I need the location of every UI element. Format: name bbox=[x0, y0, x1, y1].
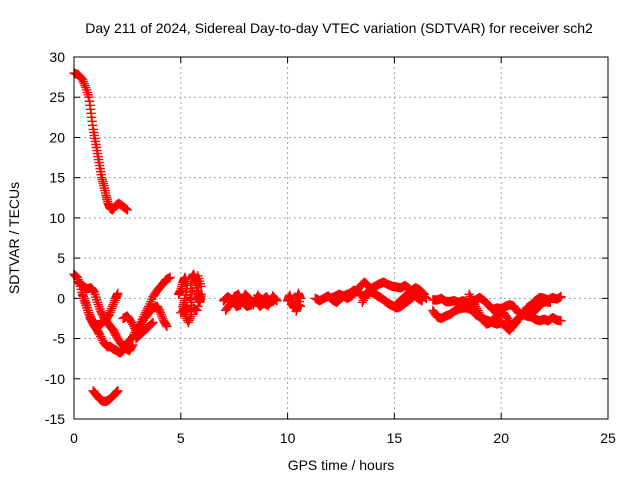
data-point bbox=[420, 292, 431, 303]
y-axis-tick-labels: -15 -10 -5 0 5 10 15 20 25 30 bbox=[45, 49, 65, 427]
y-tick-label: -15 bbox=[45, 411, 65, 427]
data-point bbox=[155, 306, 165, 316]
series-arc-5 bbox=[118, 301, 172, 336]
series-arc-11 bbox=[282, 288, 306, 316]
grid bbox=[74, 57, 608, 419]
x-tick-label: 20 bbox=[493, 430, 509, 446]
data-point bbox=[187, 286, 198, 296]
data-point bbox=[94, 328, 104, 338]
y-tick-label: 20 bbox=[49, 129, 65, 145]
y-tick-label: 0 bbox=[57, 290, 65, 306]
axis-ticks bbox=[73, 56, 609, 420]
data-point bbox=[556, 316, 566, 326]
series-arc-8 bbox=[173, 269, 206, 328]
y-tick-label: 25 bbox=[49, 89, 65, 105]
data-point bbox=[194, 297, 204, 308]
series-arc-7 bbox=[88, 386, 123, 407]
y-tick-label: -5 bbox=[53, 331, 66, 347]
y-tick-label: 15 bbox=[49, 170, 65, 186]
series-arc-4 bbox=[77, 288, 123, 330]
x-tick-label: 25 bbox=[600, 430, 616, 446]
chart-title: Day 211 of 2024, Sidereal Day-to-day VTE… bbox=[85, 20, 593, 36]
data-point bbox=[162, 321, 172, 332]
series-arc-14 bbox=[357, 287, 432, 313]
series-arc-17 bbox=[464, 289, 556, 332]
data-point bbox=[272, 296, 282, 306]
data-point bbox=[271, 294, 281, 305]
data-point bbox=[295, 301, 306, 312]
data-point bbox=[165, 272, 175, 283]
data-point bbox=[161, 320, 171, 330]
data-point bbox=[545, 297, 556, 308]
x-axis-label: GPS time / hours bbox=[288, 457, 395, 473]
data-point bbox=[196, 289, 206, 300]
data-point bbox=[148, 317, 158, 328]
data-point bbox=[195, 293, 205, 304]
x-tick-label: 5 bbox=[177, 430, 185, 446]
data-point bbox=[127, 341, 137, 352]
data-point bbox=[421, 293, 432, 304]
x-tick-label: 15 bbox=[387, 430, 403, 446]
data-point bbox=[196, 281, 206, 291]
data-point bbox=[185, 294, 195, 304]
series-arc-6 bbox=[131, 317, 158, 344]
data-point bbox=[88, 286, 99, 296]
series-arc-3 bbox=[73, 277, 138, 356]
data-point bbox=[180, 303, 191, 313]
x-axis-tick-labels: 0 5 10 15 20 25 bbox=[70, 430, 616, 446]
data-point bbox=[122, 205, 133, 215]
data-point bbox=[121, 204, 132, 214]
x-tick-label: 0 bbox=[70, 430, 78, 446]
y-tick-label: -10 bbox=[45, 371, 65, 387]
data-point bbox=[113, 288, 123, 299]
y-axis-label: SDTVAR / TECUs bbox=[6, 182, 22, 294]
data-points bbox=[69, 68, 566, 407]
data-point bbox=[556, 292, 566, 302]
y-tick-label: 10 bbox=[49, 210, 65, 226]
data-point bbox=[128, 340, 138, 350]
plot-frame bbox=[73, 56, 609, 420]
data-point bbox=[182, 301, 192, 312]
y-tick-label: 30 bbox=[49, 49, 65, 65]
series-arc-10 bbox=[220, 289, 282, 316]
y-tick-label: 5 bbox=[57, 250, 65, 266]
data-point bbox=[113, 386, 123, 396]
series-arc-1 bbox=[69, 68, 133, 215]
x-tick-label: 10 bbox=[280, 430, 296, 446]
data-point bbox=[147, 318, 157, 329]
